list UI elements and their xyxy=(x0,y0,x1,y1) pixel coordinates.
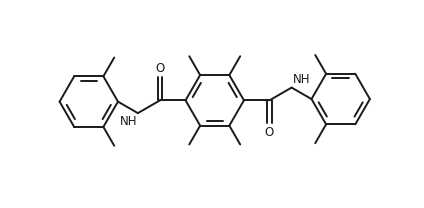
Text: O: O xyxy=(155,62,165,75)
Text: NH: NH xyxy=(120,115,137,128)
Text: NH: NH xyxy=(293,73,310,86)
Text: O: O xyxy=(265,126,274,139)
